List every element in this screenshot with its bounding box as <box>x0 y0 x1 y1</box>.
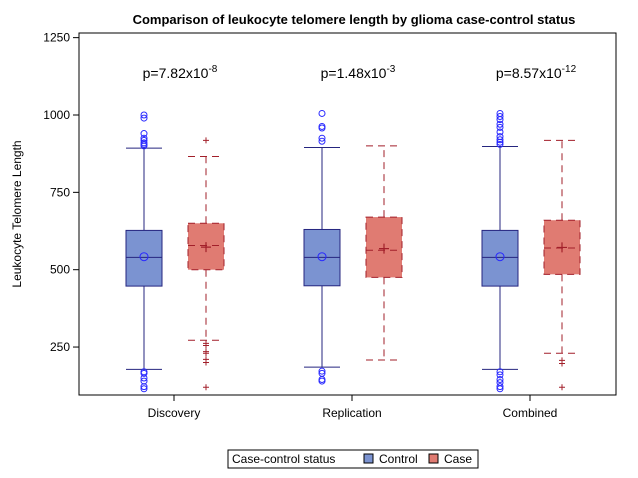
box-control-discovery <box>125 111 163 393</box>
legend-swatch-case <box>428 453 439 464</box>
chart-title: Comparison of leukocyte telomere length … <box>133 12 576 27</box>
plot-frame <box>78 32 617 396</box>
outlier-point <box>496 128 504 136</box>
x-tick-label: Discovery <box>148 406 201 420</box>
mean-marker <box>379 243 389 254</box>
legend-swatch-control <box>363 453 374 464</box>
box-control-replication <box>303 109 341 385</box>
box-case-combined <box>543 139 581 391</box>
y-tick-label: 500 <box>50 263 70 277</box>
mean-marker <box>495 252 505 262</box>
outlier-point <box>318 109 326 117</box>
outlier-point <box>203 137 209 144</box>
outlier-point <box>140 377 148 385</box>
box-case-discovery <box>187 137 225 391</box>
x-tick-label: Combined <box>503 406 558 420</box>
box-iqr <box>481 229 519 287</box>
box-iqr <box>125 229 163 287</box>
y-axis: 250 500 750 1000 1250 <box>43 31 79 354</box>
outlier-point <box>318 137 326 145</box>
outlier-point <box>140 139 148 147</box>
x-tick-label: Replication <box>322 406 381 420</box>
y-tick-label: 250 <box>50 340 70 354</box>
outlier-point <box>140 368 148 376</box>
outlier-point <box>496 109 504 117</box>
outlier-point <box>496 376 504 384</box>
outlier-point <box>559 384 565 391</box>
outlier-point <box>496 120 504 128</box>
outlier-point <box>559 357 565 364</box>
y-tick-label: 1250 <box>43 31 70 45</box>
outlier-point <box>496 379 504 387</box>
outlier-point <box>203 348 209 355</box>
mean-marker <box>139 252 149 262</box>
outlier-point <box>496 113 504 121</box>
outlier-point <box>496 368 504 376</box>
outlier-point <box>203 384 209 391</box>
outlier-point <box>203 356 209 363</box>
legend-title: Case-control status <box>232 452 335 466</box>
mean-marker <box>201 242 211 253</box>
x-axis: Discovery Replication Combined <box>148 395 558 420</box>
outlier-point <box>318 367 326 375</box>
outlier-point <box>496 383 504 391</box>
y-tick-label: 1000 <box>43 108 70 122</box>
outlier-point <box>318 134 326 142</box>
outlier-point <box>496 371 504 379</box>
outlier-point <box>496 136 504 144</box>
outlier-point <box>496 140 504 148</box>
outlier-point <box>140 385 148 393</box>
mean-marker <box>557 242 567 253</box>
boxes <box>125 109 581 393</box>
legend-label-case: Case <box>444 452 472 466</box>
legend-frame <box>227 449 479 469</box>
outlier-point <box>140 114 148 122</box>
outlier-point <box>140 111 148 119</box>
p-value-annotations: p=7.82x10-8 p=1.48x10-3 p=8.57x10-12 <box>143 64 577 81</box>
outlier-point <box>203 340 209 347</box>
outlier-point <box>140 136 148 144</box>
outlier-point <box>140 130 148 138</box>
outlier-point <box>496 123 504 131</box>
p-value-label: p=7.82x10-8 <box>143 64 218 81</box>
outlier-point <box>318 369 326 377</box>
mean-marker <box>317 252 327 262</box>
outlier-point <box>318 122 326 130</box>
legend: Case-control status Control Case <box>227 449 479 469</box>
y-tick-label: 750 <box>50 185 70 199</box>
outlier-point <box>140 134 148 142</box>
outlier-point <box>496 133 504 141</box>
legend-label-control: Control <box>379 452 418 466</box>
p-value-label: p=1.48x10-3 <box>321 64 396 81</box>
y-axis-label: Leukocyte Telomere Length <box>10 140 24 287</box>
box-control-combined <box>481 109 519 393</box>
box-case-replication <box>365 145 403 361</box>
p-value-label: p=8.57x10-12 <box>496 64 577 81</box>
